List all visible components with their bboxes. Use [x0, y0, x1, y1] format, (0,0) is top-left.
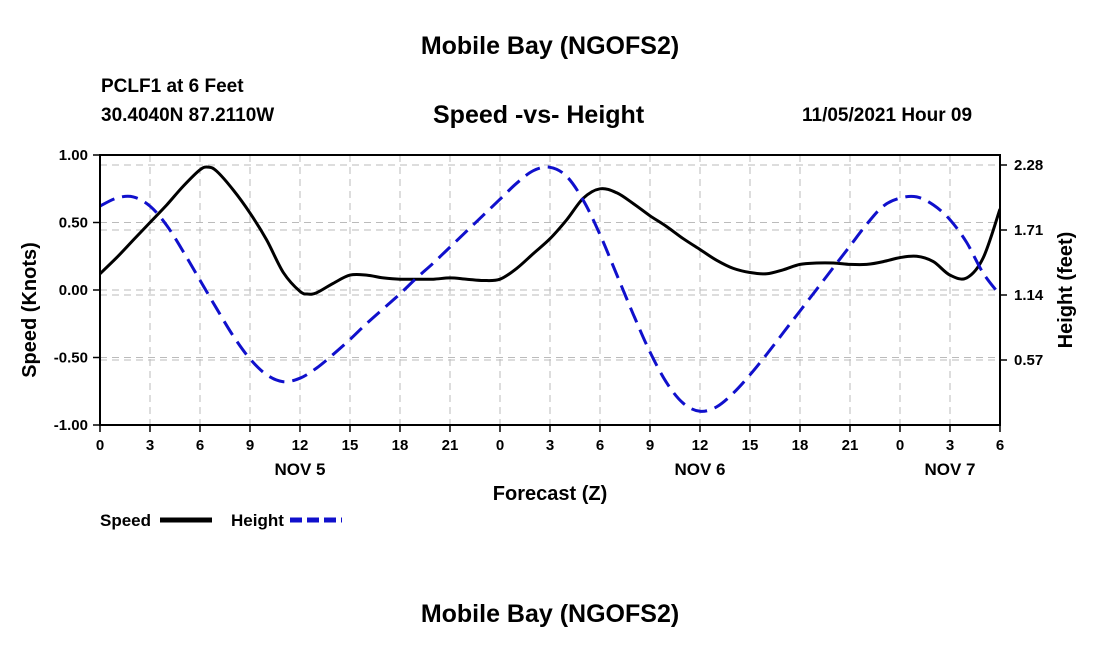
grid-lines: [99, 154, 1001, 426]
x-tick-label: 9: [646, 437, 654, 454]
axis-ticks: 0 3 6 9 12 15 18 21 0 3 6 9 12 15 18 21 0 3 6 NOV 5 NOV 6 NOV…: [54, 147, 1044, 479]
speed-height-chart: 0 3 6 9 12 15 18 21 0 3 6 9 12 15 18 21 0 3 6 NOV 5 NOV 6 NOV…: [19, 147, 1077, 530]
x-tick-label: 12: [692, 437, 709, 454]
y-axis-label: Speed (Knots): [19, 242, 41, 378]
x-axis-label: Forecast (Z): [493, 483, 607, 505]
x-tick-label: 6: [996, 437, 1004, 454]
y-tick-label: 1.00: [59, 147, 88, 164]
date-label: NOV 6: [674, 460, 725, 479]
date-label: NOV 5: [274, 460, 325, 479]
x-tick-label: 15: [342, 437, 359, 454]
x-tick-label: 0: [896, 437, 904, 454]
date-label: NOV 7: [924, 460, 975, 479]
y2-tick-label: 0.57: [1014, 352, 1043, 369]
legend-height-label: Height: [231, 511, 284, 530]
y2-axis-label: Height (feet): [1055, 232, 1077, 349]
legend: Speed Height: [100, 511, 342, 530]
coordinates-label: 30.4040N 87.2110W: [101, 105, 275, 126]
x-tick-label: 6: [196, 437, 204, 454]
x-tick-label: 21: [442, 437, 459, 454]
y-tick-label: 0.50: [59, 215, 88, 232]
x-tick-label: 3: [146, 437, 154, 454]
y2-tick-label: 1.14: [1014, 287, 1044, 304]
x-tick-label: 0: [96, 437, 104, 454]
x-tick-label: 18: [392, 437, 409, 454]
chart-title: Mobile Bay (NGOFS2): [420, 32, 680, 60]
speed-series-line: [100, 165, 1000, 296]
x-tick-label: 12: [292, 437, 309, 454]
series-lines: [100, 165, 1000, 413]
y-tick-label: 0.00: [59, 282, 88, 299]
x-tick-label: 18: [792, 437, 809, 454]
x-tick-label: 9: [246, 437, 254, 454]
forecast-datetime: 11/05/2021 Hour 09: [802, 105, 973, 126]
chart-subtitle: Speed -vs- Height: [433, 101, 645, 129]
y2-tick-label: 1.71: [1014, 222, 1043, 239]
footer-title: Mobile Bay (NGOFS2): [420, 600, 680, 628]
height-series-line: [100, 165, 1000, 413]
legend-speed-label: Speed: [100, 511, 151, 530]
y-tick-label: -1.00: [54, 417, 88, 434]
x-tick-label: 3: [946, 437, 954, 454]
x-tick-label: 6: [596, 437, 604, 454]
x-tick-label: 3: [546, 437, 554, 454]
x-tick-label: 15: [742, 437, 759, 454]
x-tick-label: 0: [496, 437, 504, 454]
y2-tick-label: 2.28: [1014, 157, 1043, 174]
x-tick-label: 21: [842, 437, 859, 454]
y-tick-label: -0.50: [54, 350, 88, 367]
station-label: PCLF1 at 6 Feet: [101, 76, 244, 97]
